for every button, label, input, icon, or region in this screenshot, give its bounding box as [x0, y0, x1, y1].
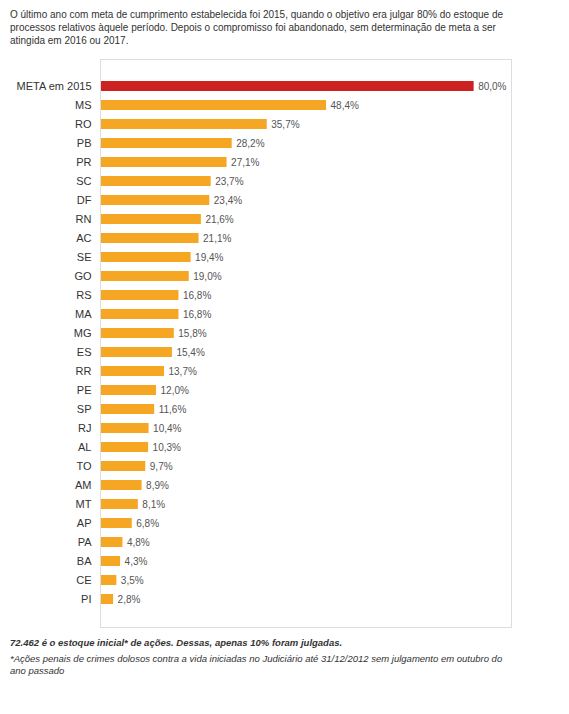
svg-text:AL: AL: [78, 441, 91, 453]
svg-text:PB: PB: [77, 137, 92, 149]
svg-text:28,2%: 28,2%: [236, 138, 264, 149]
svg-text:10,4%: 10,4%: [153, 423, 181, 434]
svg-text:16,8%: 16,8%: [183, 290, 211, 301]
svg-text:META em 2015: META em 2015: [17, 80, 92, 92]
svg-text:8,9%: 8,9%: [146, 480, 169, 491]
svg-text:35,7%: 35,7%: [271, 119, 299, 130]
svg-text:19,0%: 19,0%: [193, 271, 221, 282]
svg-text:MG: MG: [74, 327, 92, 339]
svg-text:4,8%: 4,8%: [127, 537, 150, 548]
svg-text:6,8%: 6,8%: [136, 518, 159, 529]
svg-text:3,5%: 3,5%: [121, 575, 144, 586]
svg-text:MT: MT: [76, 498, 92, 510]
svg-text:PA: PA: [78, 536, 93, 548]
svg-text:9,7%: 9,7%: [150, 461, 173, 472]
html-text:O último ano com meta de cumpr: O último ano com meta de cumprimento est…: [10, 9, 504, 46]
html-text:72.462 é o estoque inicial* de: 72.462 é o estoque inicial* de ações. De…: [10, 637, 343, 648]
svg-text:19,4%: 19,4%: [195, 252, 223, 263]
svg-text:RO: RO: [75, 118, 92, 130]
svg-text:TO: TO: [76, 460, 92, 472]
svg-text:15,4%: 15,4%: [176, 347, 204, 358]
svg-text:GO: GO: [74, 270, 92, 282]
svg-text:RN: RN: [76, 213, 92, 225]
svg-text:CE: CE: [76, 574, 91, 586]
svg-text:RR: RR: [76, 365, 92, 377]
svg-text:PI: PI: [81, 593, 91, 605]
svg-text:PR: PR: [76, 156, 91, 168]
svg-text:AC: AC: [76, 232, 91, 244]
svg-text:ES: ES: [77, 346, 92, 358]
svg-text:MS: MS: [75, 99, 92, 111]
svg-text:MA: MA: [75, 308, 92, 320]
svg-text:27,1%: 27,1%: [231, 157, 259, 168]
svg-text:RJ: RJ: [78, 422, 91, 434]
svg-text:4,3%: 4,3%: [125, 556, 148, 567]
svg-text:15,8%: 15,8%: [178, 328, 206, 339]
svg-text:12,0%: 12,0%: [161, 385, 189, 396]
svg-text:DF: DF: [77, 194, 92, 206]
svg-text:21,1%: 21,1%: [203, 233, 231, 244]
svg-text:AP: AP: [77, 517, 92, 529]
svg-text:23,7%: 23,7%: [215, 176, 243, 187]
svg-text:AM: AM: [75, 479, 92, 491]
html-text:*Ações penais de crimes doloso: *Ações penais de crimes dolosos contra a…: [10, 653, 503, 676]
svg-text:80,0%: 80,0%: [478, 81, 506, 92]
svg-text:8,1%: 8,1%: [142, 499, 165, 510]
svg-text:13,7%: 13,7%: [168, 366, 196, 377]
svg-text:16,8%: 16,8%: [183, 309, 211, 320]
svg-text:SP: SP: [77, 403, 92, 415]
svg-text:48,4%: 48,4%: [331, 100, 359, 111]
svg-text:SE: SE: [77, 251, 92, 263]
svg-text:11,6%: 11,6%: [159, 404, 187, 415]
svg-text:SC: SC: [76, 175, 91, 187]
svg-text:BA: BA: [77, 555, 92, 567]
svg-text:RS: RS: [76, 289, 91, 301]
svg-text:PE: PE: [77, 384, 92, 396]
svg-text:23,4%: 23,4%: [214, 195, 242, 206]
svg-text:10,3%: 10,3%: [153, 442, 181, 453]
svg-text:21,6%: 21,6%: [205, 214, 233, 225]
svg-text:2,8%: 2,8%: [118, 594, 141, 605]
